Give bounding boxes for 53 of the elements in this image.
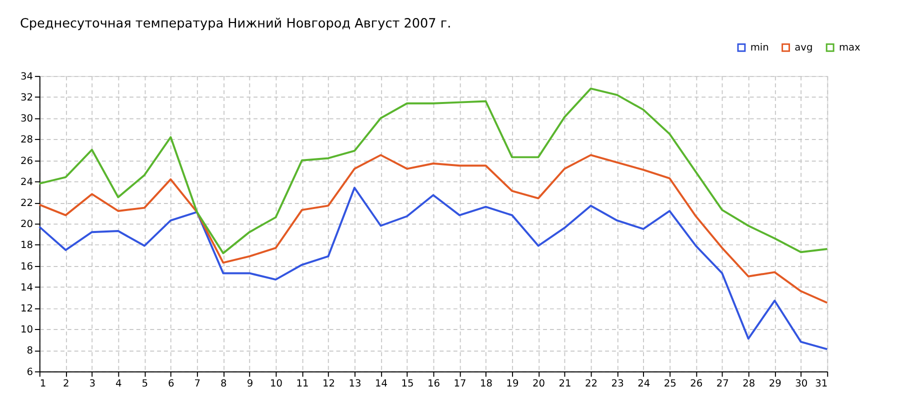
x-tick-label: 13 [348,378,362,390]
x-tick-label: 28 [742,378,756,390]
y-tick-label: 32 [20,92,33,104]
x-tick-label: 5 [142,378,148,390]
x-tick-label: 14 [374,378,388,390]
x-tick-label: 1 [40,378,46,390]
x-tick-label: 7 [194,378,201,390]
y-tick-label: 14 [20,282,33,294]
y-tick-label: 20 [20,219,33,230]
x-tick-label: 30 [795,378,808,390]
x-tick-label: 24 [638,378,650,390]
y-tick-label: 26 [20,156,33,167]
x-tick-label: 2 [63,378,70,390]
legend-label: min [750,42,769,54]
x-tick-label: 25 [664,378,676,390]
line-series [38,154,828,304]
x-tick-label: 22 [585,378,598,390]
x-tick-label: 9 [246,378,254,390]
x-tick-label: 11 [296,378,309,390]
y-tick-label: 34 [20,71,33,82]
y-tick-label: 30 [20,114,33,125]
y-tick-label: 16 [20,261,33,272]
legend-label: max [838,42,861,54]
y-tick-label: 10 [20,324,33,336]
legend-label: avg [794,42,813,54]
y-tick-label: 6 [26,366,33,378]
x-tick-label: 6 [168,378,174,390]
line-series [38,186,828,350]
y-tick-label: 12 [20,303,33,314]
x-tick-label: 31 [815,378,828,390]
x-tick-label: 17 [454,378,466,390]
x-tick-label: 4 [116,378,122,390]
y-tick-label: 18 [20,240,33,252]
x-tick-label: 18 [480,378,493,390]
x-tick-label: 27 [716,378,729,390]
x-tick-label: 15 [401,378,414,390]
y-tick-label: 22 [20,198,33,209]
x-tick-label: 21 [558,378,572,390]
x-tick-label: 19 [506,378,519,390]
line-series [38,88,828,254]
x-tick-label: 20 [532,378,546,390]
x-tick-label: 10 [270,378,282,390]
x-tick-label: 3 [89,378,96,390]
x-tick-label: 29 [768,378,782,390]
x-tick-label: 26 [690,378,703,390]
x-tick-label: 23 [611,378,624,390]
x-tick-label: 16 [427,378,440,390]
y-tick-label: 28 [20,134,33,146]
x-tick-label: 8 [220,378,227,390]
x-tick-label: 12 [322,378,335,390]
y-tick-label: 24 [20,176,33,188]
y-tick-label: 8 [26,346,33,357]
chart-title: Среднесуточная температура Нижний Новгород Август 2007 г. [20,16,452,32]
